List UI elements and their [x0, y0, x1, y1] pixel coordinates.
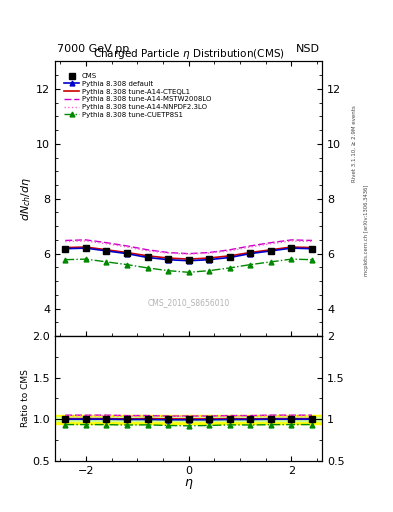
Legend: CMS, Pythia 8.308 default, Pythia 8.308 tune-A14-CTEQL1, Pythia 8.308 tune-A14-M: CMS, Pythia 8.308 default, Pythia 8.308 … [61, 71, 214, 121]
Text: NSD: NSD [296, 44, 320, 54]
Text: 7000 GeV pp: 7000 GeV pp [57, 44, 129, 54]
Text: CMS_2010_S8656010: CMS_2010_S8656010 [147, 298, 230, 308]
Y-axis label: $dN_{ch}/d\eta$: $dN_{ch}/d\eta$ [19, 177, 33, 221]
Y-axis label: Ratio to CMS: Ratio to CMS [20, 370, 29, 428]
Text: Rivet 3.1.10, ≥ 2.9M events: Rivet 3.1.10, ≥ 2.9M events [352, 105, 357, 182]
X-axis label: $\eta$: $\eta$ [184, 477, 193, 491]
Bar [55, 415, 322, 424]
Bar [55, 417, 322, 421]
Text: mcplots.cern.ch [arXiv:1306.3436]: mcplots.cern.ch [arXiv:1306.3436] [364, 185, 369, 276]
Title: Charged Particle $\eta$ Distribution(CMS): Charged Particle $\eta$ Distribution(CMS… [93, 47, 285, 61]
